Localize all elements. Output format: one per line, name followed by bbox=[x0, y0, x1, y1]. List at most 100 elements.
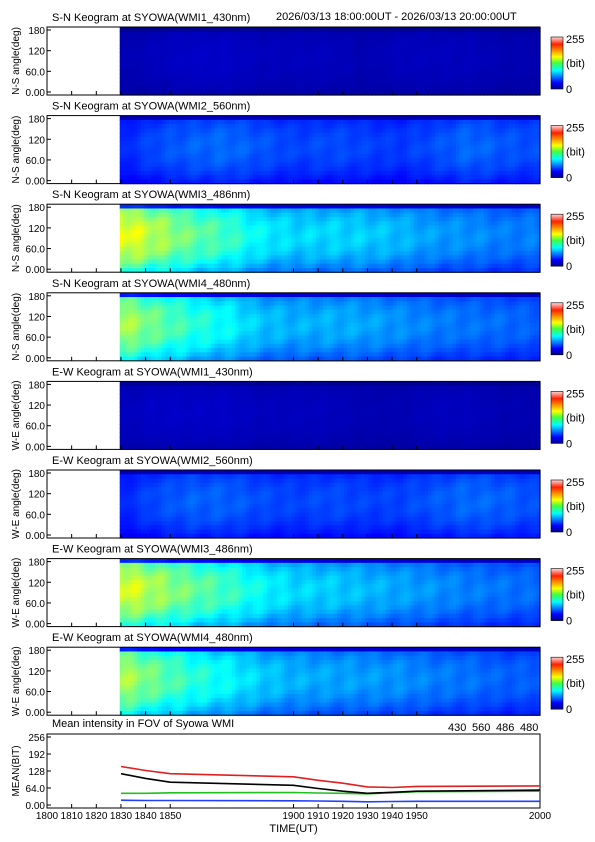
keogram-cell bbox=[392, 56, 398, 62]
keogram-cell bbox=[529, 141, 534, 146]
keogram-cell bbox=[315, 132, 320, 138]
keogram-cell bbox=[301, 90, 306, 96]
keogram-cell bbox=[406, 82, 412, 88]
keogram-cell bbox=[343, 242, 348, 248]
keogram-cell bbox=[501, 61, 506, 66]
keogram-cell bbox=[371, 27, 376, 32]
keogram-cell bbox=[403, 124, 408, 129]
keogram-cell bbox=[347, 61, 352, 66]
keogram-cell bbox=[210, 208, 215, 214]
keogram-cell bbox=[133, 179, 138, 185]
keogram-cell bbox=[487, 141, 492, 146]
keogram-cell bbox=[249, 69, 254, 75]
keogram-cell bbox=[508, 149, 513, 155]
keogram-cell bbox=[515, 52, 520, 58]
keogram-cell bbox=[466, 86, 471, 92]
keogram-cell bbox=[207, 73, 212, 79]
keogram-cell bbox=[424, 119, 429, 125]
keogram-cell bbox=[172, 238, 177, 244]
keogram-cell bbox=[347, 141, 352, 146]
keogram-cell bbox=[119, 48, 124, 54]
keogram-cell bbox=[329, 39, 334, 45]
keogram-cell bbox=[340, 128, 345, 134]
keogram-cell bbox=[133, 141, 138, 146]
keogram-cell bbox=[133, 259, 138, 265]
keogram-cell bbox=[207, 141, 212, 146]
keogram-cell bbox=[343, 119, 348, 125]
keogram-cell bbox=[137, 90, 142, 96]
keogram-cell bbox=[252, 145, 257, 151]
keogram-cell bbox=[455, 78, 461, 83]
keogram-cell bbox=[217, 31, 222, 37]
keogram-cell bbox=[245, 158, 250, 163]
keogram-cell bbox=[319, 124, 324, 129]
keogram-cell bbox=[242, 145, 247, 151]
keogram-cell bbox=[140, 35, 145, 41]
keogram-cell bbox=[536, 141, 541, 146]
keogram-cell bbox=[371, 82, 376, 88]
keogram-cell bbox=[406, 69, 412, 75]
keogram-cell bbox=[364, 73, 369, 79]
keogram-cell bbox=[515, 175, 520, 180]
keogram-cell bbox=[343, 136, 348, 142]
keogram-cell bbox=[459, 124, 464, 129]
keogram-cell bbox=[319, 136, 324, 142]
keogram-cell bbox=[168, 263, 173, 269]
keogram-cell bbox=[165, 166, 170, 172]
keogram-cell bbox=[123, 166, 128, 172]
keogram-cell bbox=[144, 221, 149, 227]
keogram-cell bbox=[399, 153, 405, 159]
keogram-cell bbox=[137, 149, 142, 155]
keogram-cell bbox=[242, 221, 247, 227]
keogram-cell bbox=[319, 233, 324, 239]
keogram-cell bbox=[508, 48, 513, 54]
keogram-cell bbox=[375, 65, 380, 71]
keogram-cell bbox=[298, 90, 303, 96]
keogram-cell bbox=[147, 170, 152, 176]
keogram-cell bbox=[186, 90, 191, 96]
keogram-cell bbox=[123, 115, 128, 121]
keogram-cell bbox=[473, 39, 478, 45]
keogram-cell bbox=[284, 149, 289, 155]
keogram-cell bbox=[452, 52, 457, 58]
keogram-cell bbox=[133, 255, 138, 261]
keogram-cell bbox=[154, 179, 159, 185]
keogram-cell bbox=[193, 141, 198, 146]
keogram-cell bbox=[193, 48, 198, 54]
keogram-cell bbox=[361, 65, 366, 71]
keogram-cell bbox=[343, 259, 348, 265]
keogram-cell bbox=[161, 128, 166, 134]
keogram-cell bbox=[322, 212, 327, 218]
keogram-cell bbox=[427, 73, 433, 79]
keogram-cell bbox=[123, 78, 128, 83]
keogram-cell bbox=[375, 141, 380, 146]
keogram-cell bbox=[287, 263, 292, 269]
keogram-cell bbox=[364, 31, 369, 37]
keogram-cell bbox=[438, 61, 443, 66]
keogram-cell bbox=[298, 179, 303, 185]
keogram-cell bbox=[501, 132, 506, 138]
keogram-cell bbox=[294, 145, 299, 151]
keogram-cell bbox=[238, 132, 243, 138]
keogram-cell bbox=[228, 250, 233, 256]
keogram-cell bbox=[466, 179, 471, 185]
keogram-cell bbox=[434, 141, 440, 146]
keogram-cell bbox=[490, 170, 496, 176]
keogram-cell bbox=[368, 61, 373, 66]
keogram-cell bbox=[294, 166, 299, 172]
keogram-cell bbox=[389, 90, 394, 96]
keogram-cell bbox=[438, 158, 443, 163]
keogram-cell bbox=[375, 86, 380, 92]
keogram-cell bbox=[256, 158, 261, 163]
keogram-cell bbox=[308, 145, 313, 151]
keogram-cell bbox=[525, 149, 531, 155]
keogram-cell bbox=[137, 86, 142, 92]
keogram-cell bbox=[336, 145, 341, 151]
keogram-cell bbox=[200, 128, 205, 134]
keogram-cell bbox=[252, 238, 257, 244]
keogram-cell bbox=[326, 212, 331, 218]
keogram-cell bbox=[536, 149, 541, 155]
keogram-cell bbox=[273, 115, 278, 121]
keogram-cell bbox=[249, 166, 254, 172]
keogram-cell bbox=[294, 158, 299, 163]
